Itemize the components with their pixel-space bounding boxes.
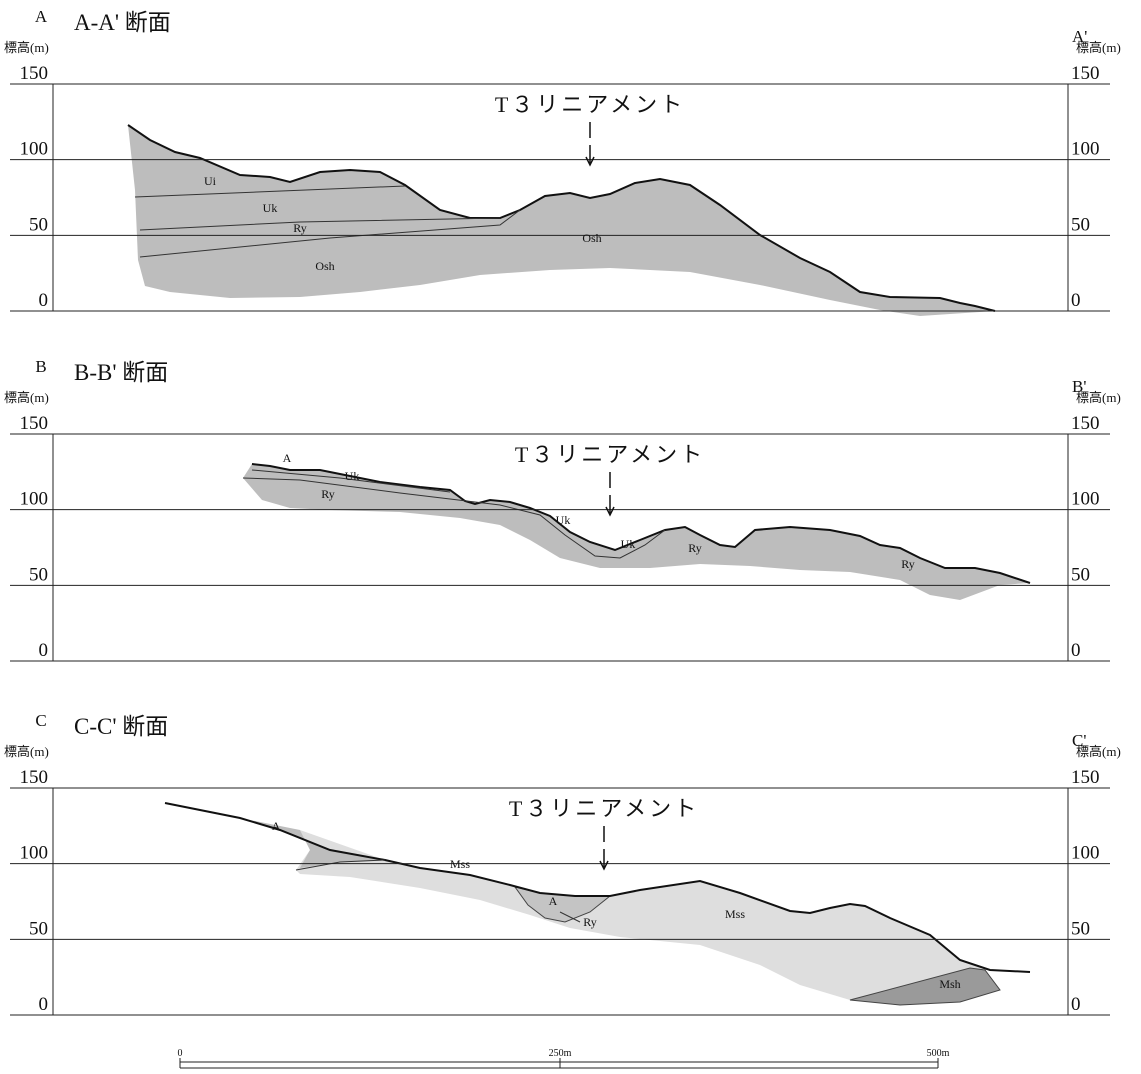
- section-title: C-C' 断面: [74, 714, 168, 739]
- unit-label: Ui: [204, 174, 217, 188]
- tick-label-left: 150: [20, 413, 49, 434]
- left-end-label: A: [35, 7, 48, 26]
- unit-label: A: [272, 819, 281, 833]
- right-end-label: B': [1072, 377, 1086, 396]
- left-elevation-label: 標高(m): [4, 390, 49, 405]
- unit-label: Mss: [450, 857, 470, 871]
- section-c-geology: [164, 802, 1031, 1006]
- scale-label: 500m: [927, 1048, 950, 1059]
- unit-label: Ry: [688, 541, 702, 555]
- tick-label-right: 150: [1071, 413, 1100, 434]
- tick-label-left: 0: [39, 290, 49, 311]
- tick-label-right: 50: [1071, 214, 1090, 235]
- tick-label-left: 100: [20, 843, 49, 864]
- unit-label: Ry: [293, 221, 307, 235]
- unit-label: Mss: [725, 907, 745, 921]
- tick-label-right: 150: [1071, 767, 1100, 788]
- unit-label: Ry: [583, 915, 597, 929]
- tick-label-left: 150: [20, 767, 49, 788]
- scale-label: 0: [178, 1048, 183, 1059]
- tick-label-left: 50: [29, 918, 48, 939]
- right-elevation-label: 標高(m): [1076, 390, 1121, 405]
- unit-label: Uk: [345, 469, 360, 483]
- scale-bar: [179, 1058, 939, 1069]
- unit-label: A: [549, 894, 558, 908]
- tick-label-left: 100: [20, 139, 49, 160]
- section-title: B-B' 断面: [74, 360, 168, 385]
- tick-label-left: 50: [29, 564, 48, 585]
- right-end-label: C': [1072, 731, 1086, 750]
- tick-label-right: 100: [1071, 139, 1100, 160]
- tick-label-left: 50: [29, 214, 48, 235]
- unit-label: Osh: [315, 259, 334, 273]
- tick-label-right: 150: [1071, 63, 1100, 84]
- tick-label-left: 150: [20, 63, 49, 84]
- lineament-label: T３リニアメント: [515, 442, 705, 467]
- unit-label: Ry: [901, 557, 915, 571]
- unit-label: Ry: [321, 487, 335, 501]
- tick-label-left: 100: [20, 489, 49, 510]
- unit-label: Uk: [621, 537, 636, 551]
- lineament-arrowhead: [599, 860, 609, 871]
- right-elevation-label: 標高(m): [1076, 40, 1121, 55]
- tick-label-left: 0: [39, 994, 49, 1015]
- tick-label-right: 0: [1071, 994, 1081, 1015]
- left-end-label: B: [35, 357, 46, 376]
- scale-label: 250m: [549, 1048, 572, 1059]
- unit-label: A: [283, 451, 292, 465]
- left-elevation-label: 標高(m): [4, 744, 49, 759]
- unit-label: Osh: [582, 231, 601, 245]
- left-elevation-label: 標高(m): [4, 40, 49, 55]
- section-b-geology: [242, 463, 1031, 600]
- right-elevation-label: 標高(m): [1076, 744, 1121, 759]
- tick-label-left: 0: [39, 640, 49, 661]
- lineament-arrowhead: [605, 506, 615, 517]
- tick-label-right: 50: [1071, 918, 1090, 939]
- tick-label-right: 0: [1071, 640, 1081, 661]
- section-a-geology: [127, 124, 996, 316]
- unit-label: Uk: [263, 201, 278, 215]
- lineament-arrowhead: [585, 156, 595, 167]
- tick-label-right: 100: [1071, 843, 1100, 864]
- lineament-label: T３リニアメント: [495, 92, 685, 117]
- tick-label-right: 0: [1071, 290, 1081, 311]
- lineament-label: T３リニアメント: [509, 796, 699, 821]
- unit-label: Uk: [556, 513, 571, 527]
- section-title: A-A' 断面: [74, 10, 171, 35]
- unit-label: Msh: [939, 977, 960, 991]
- right-end-label: A': [1072, 27, 1087, 46]
- tick-label-right: 50: [1071, 564, 1090, 585]
- tick-label-right: 100: [1071, 489, 1100, 510]
- left-end-label: C: [35, 711, 46, 730]
